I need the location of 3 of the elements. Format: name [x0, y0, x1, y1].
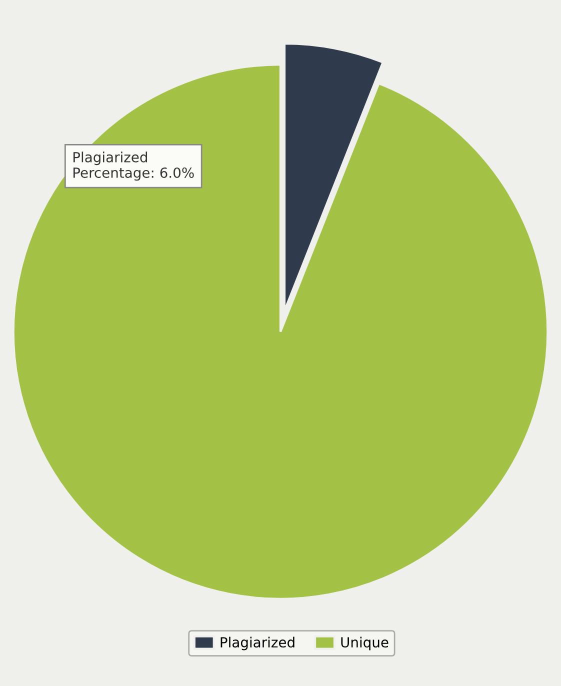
legend-label: Plagiarized — [220, 636, 294, 650]
legend-label: Unique — [341, 636, 388, 650]
text: Plagiarized Percentage: 6.0% — [73, 152, 194, 181]
